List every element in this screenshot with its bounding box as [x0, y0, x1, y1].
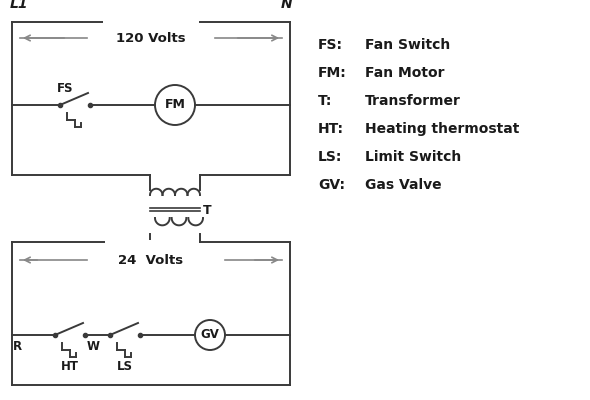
Text: Transformer: Transformer	[365, 94, 461, 108]
Text: Gas Valve: Gas Valve	[365, 178, 442, 192]
Text: LS: LS	[117, 360, 133, 374]
Text: W: W	[87, 340, 100, 354]
Text: N: N	[280, 0, 292, 11]
Text: FS: FS	[57, 82, 74, 94]
Text: R: R	[13, 340, 22, 354]
Text: HT: HT	[61, 360, 79, 374]
Text: HT:: HT:	[318, 122, 344, 136]
Text: T: T	[203, 204, 212, 217]
Text: LS:: LS:	[318, 150, 342, 164]
Text: GV: GV	[201, 328, 219, 342]
Text: Limit Switch: Limit Switch	[365, 150, 461, 164]
Text: FM: FM	[165, 98, 185, 112]
Text: T:: T:	[318, 94, 332, 108]
Text: FS:: FS:	[318, 38, 343, 52]
Text: Fan Motor: Fan Motor	[365, 66, 444, 80]
Text: 24  Volts: 24 Volts	[119, 254, 183, 266]
Text: L1: L1	[10, 0, 28, 11]
Text: 120 Volts: 120 Volts	[116, 32, 186, 44]
Text: FM:: FM:	[318, 66, 347, 80]
Text: Fan Switch: Fan Switch	[365, 38, 450, 52]
Text: Heating thermostat: Heating thermostat	[365, 122, 519, 136]
Text: GV:: GV:	[318, 178, 345, 192]
